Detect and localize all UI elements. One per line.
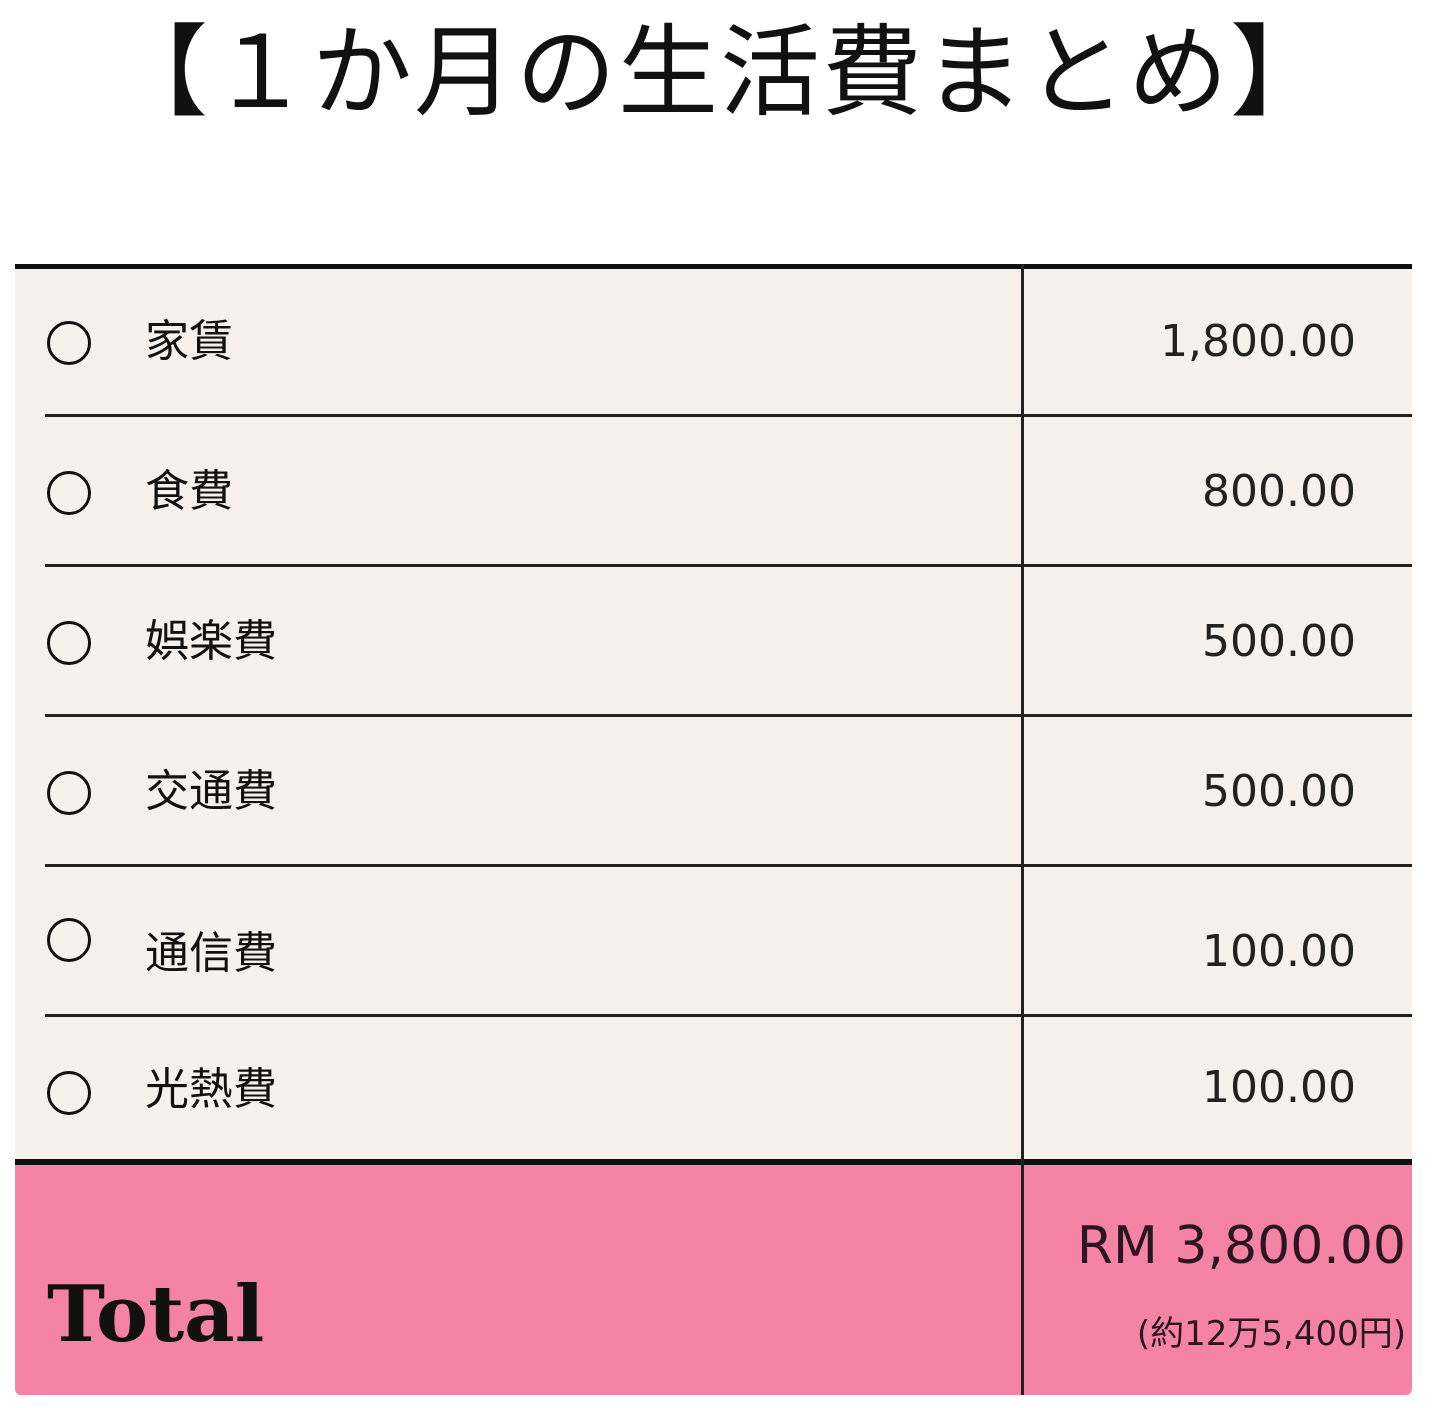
item-value: 800.00: [1202, 466, 1356, 517]
row-divider: [45, 714, 1412, 717]
table-row: 娯楽費 500.00: [15, 566, 1412, 717]
total-label: Total: [47, 1269, 265, 1360]
item-value: 100.00: [1202, 1062, 1356, 1113]
table-row: 家賃 1,800.00: [15, 266, 1412, 417]
page-title: 【１か月の生活費まとめ】: [108, 14, 1332, 131]
circle-icon: [47, 621, 91, 665]
total-top-border: [15, 1159, 1412, 1165]
column-divider: [1021, 264, 1024, 1395]
row-divider: [45, 564, 1412, 567]
item-label: 交通費: [145, 766, 277, 817]
circle-icon: [47, 918, 91, 962]
circle-icon: [47, 471, 91, 515]
table-row: 光熱費 100.00: [15, 1016, 1412, 1162]
circle-icon: [47, 771, 91, 815]
circle-icon: [47, 321, 91, 365]
item-label: 家賃: [145, 316, 233, 367]
item-label: 食費: [145, 466, 233, 517]
item-value: 1,800.00: [1160, 316, 1356, 367]
item-value: 500.00: [1202, 766, 1356, 817]
table-top-border: [15, 264, 1412, 269]
item-label: 娯楽費: [145, 616, 277, 667]
item-value: 100.00: [1202, 926, 1356, 977]
row-divider: [45, 864, 1412, 867]
table-row: 通信費 100.00: [15, 866, 1412, 1017]
row-divider: [45, 414, 1412, 417]
item-label: 通信費: [145, 928, 277, 979]
circle-icon: [47, 1071, 91, 1115]
row-divider: [45, 1014, 1412, 1017]
total-value: RM 3,800.00: [1076, 1216, 1406, 1276]
item-label: 光熱費: [145, 1064, 277, 1115]
expense-table: 家賃 1,800.00 食費 800.00 娯楽費 500.00 交通費 500…: [15, 264, 1412, 1395]
total-yen-note: (約12万5,400円): [1136, 1314, 1406, 1354]
table-row: 交通費 500.00: [15, 716, 1412, 867]
table-row: 食費 800.00: [15, 416, 1412, 567]
item-value: 500.00: [1202, 616, 1356, 667]
total-row: Total RM 3,800.00 (約12万5,400円): [15, 1159, 1412, 1395]
